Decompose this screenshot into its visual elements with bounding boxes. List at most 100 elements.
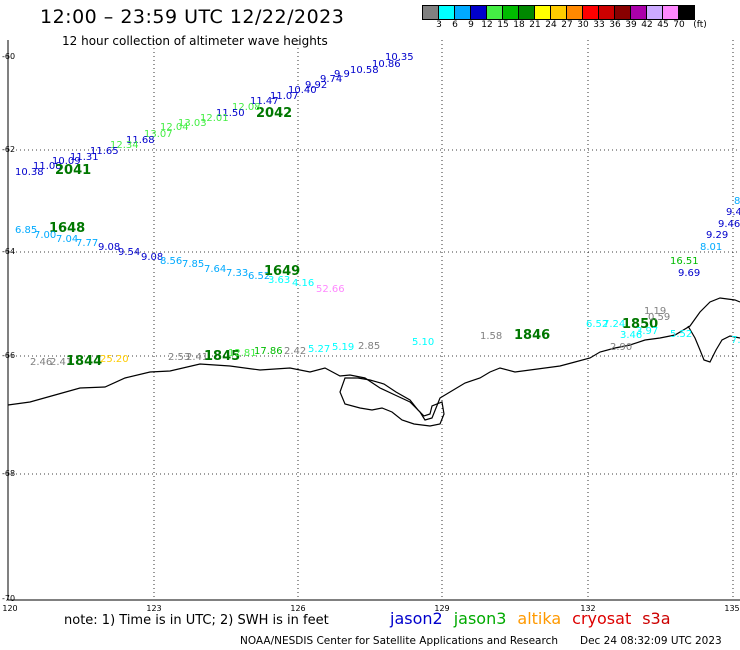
swh-value: 0.59 xyxy=(648,312,670,323)
colorbar-label: 21 xyxy=(529,20,541,30)
credit-line: NOAA/NESDIS Center for Satellite Applica… xyxy=(240,635,558,647)
swh-value: 12.08 xyxy=(232,102,261,113)
colorbar-unit: (ft) xyxy=(693,20,707,30)
swh-value: 7. xyxy=(731,335,740,346)
swh-value: 52.66 xyxy=(316,284,345,295)
plot-frame xyxy=(7,40,740,601)
swh-value: 12.01 xyxy=(200,113,229,124)
swh-value: 3.63 xyxy=(268,275,290,286)
swh-value: 10.40 xyxy=(288,85,317,96)
ice-shelf-outline xyxy=(339,377,445,427)
swh-value: 5.10 xyxy=(412,337,434,348)
legend-s3a: s3a xyxy=(642,609,671,628)
swh-value: 5.27 xyxy=(308,344,330,355)
time-label: 1845 xyxy=(204,349,240,364)
colorbar-label: 6 xyxy=(452,20,458,30)
time-label: 2041 xyxy=(55,163,91,178)
swh-value: 11.47 xyxy=(250,96,279,107)
swh-value: 9.92 xyxy=(305,80,327,91)
swh-value: 9.74 xyxy=(320,74,342,85)
swh-value: 7.64 xyxy=(204,264,226,275)
swh-value: 8.56 xyxy=(160,256,182,267)
colorbar-label: 15 xyxy=(497,20,509,30)
swh-value: 9.08 xyxy=(98,242,120,253)
map-title: 12:00 – 23:59 UTC 12/22/2023 xyxy=(40,6,345,28)
lat-label: -68 xyxy=(2,469,16,478)
swh-value: 12.81 xyxy=(228,348,257,359)
swh-value: 5.52 xyxy=(670,329,692,340)
swh-value: 4.16 xyxy=(292,278,314,289)
coast-inlet xyxy=(687,325,740,363)
swh-value: 3.46 xyxy=(620,330,642,341)
lon-label: 126 xyxy=(290,604,306,613)
swh-value: 6.85 xyxy=(15,225,37,236)
lon-label: 123 xyxy=(146,604,162,613)
time-label: 1850 xyxy=(622,317,658,332)
swh-value: 1.19 xyxy=(644,306,666,317)
swh-value: 12.04 xyxy=(160,122,189,133)
lon-label: 129 xyxy=(434,604,450,613)
generated-timestamp: Dec 24 08:32:09 UTC 2023 xyxy=(580,635,722,647)
colorbar-label: 12 xyxy=(481,20,493,30)
swh-value: 11.07 xyxy=(270,91,299,102)
lat-label: -70 xyxy=(2,594,16,603)
swh-value: 11.65 xyxy=(90,146,119,157)
swh-value: 7.00 xyxy=(34,230,56,241)
swh-value: 2.41 xyxy=(50,357,72,368)
swh-value: 1.58 xyxy=(480,331,502,342)
swh-value: 9.69 xyxy=(678,268,700,279)
swh-value: 9.9 xyxy=(334,69,350,80)
time-label: 1846 xyxy=(514,328,550,343)
colorbar-label: 36 xyxy=(609,20,621,30)
colorbar-swatch xyxy=(678,5,695,20)
legend-jason3: jason3 xyxy=(453,609,507,628)
lat-label: -66 xyxy=(2,351,16,360)
swh-value: 2.90 xyxy=(610,342,632,353)
swh-value: 6.52 xyxy=(248,271,270,282)
colorbar-label: 30 xyxy=(577,20,589,30)
colorbar xyxy=(422,5,695,20)
swh-value: 3.97 xyxy=(636,326,658,337)
swh-value: 9.4 xyxy=(726,207,740,218)
swh-value: 5.19 xyxy=(332,342,354,353)
time-label: 1648 xyxy=(49,221,85,236)
colorbar-label: 3 xyxy=(436,20,442,30)
swh-value: 2.85 xyxy=(358,341,380,352)
swh-value: 9.46 xyxy=(718,219,740,230)
swh-value: 2.53 xyxy=(168,352,190,363)
swh-value: 2.41 xyxy=(186,352,208,363)
lon-label: 135 xyxy=(724,604,740,613)
swh-value: 9.54 xyxy=(118,247,140,258)
colorbar-label: 18 xyxy=(513,20,525,30)
colorbar-label: 27 xyxy=(561,20,573,30)
swh-value: 2.46 xyxy=(30,357,52,368)
swh-value: 17.86 xyxy=(254,346,283,357)
swh-value: 11.50 xyxy=(216,108,245,119)
footer-note: note: 1) Time is in UTC; 2) SWH is in fe… xyxy=(64,613,329,628)
lon-label: 132 xyxy=(580,604,596,613)
swh-value: 2.42 xyxy=(284,346,306,357)
swh-value: 7.77 xyxy=(76,238,98,249)
swh-value: 10.35 xyxy=(385,52,414,63)
colorbar-label: 39 xyxy=(625,20,637,30)
lat-label: -62 xyxy=(2,145,16,154)
legend-cryosat: cryosat xyxy=(572,609,632,628)
swh-value: 8.01 xyxy=(700,242,722,253)
swh-value: 7.33 xyxy=(226,268,248,279)
time-label: 1649 xyxy=(264,264,300,279)
swh-value: 7.24 xyxy=(603,319,625,330)
swh-value: 8 xyxy=(734,196,740,207)
colorbar-label: 70 xyxy=(673,20,685,30)
time-label: 1844 xyxy=(66,354,102,369)
colorbar-label: 33 xyxy=(593,20,605,30)
swh-value: 10.09 xyxy=(52,156,81,167)
swh-value: 11.08 xyxy=(33,161,62,172)
map-subtitle: 12 hour collection of altimeter wave hei… xyxy=(62,34,328,48)
swh-labels: 10.3510.8610.589.99.749.9210.4011.0711.4… xyxy=(15,52,740,369)
swh-value: 13.07 xyxy=(144,129,173,140)
colorbar-label: 9 xyxy=(468,20,474,30)
legend-jason2: jason2 xyxy=(390,609,443,628)
colorbar-label: 42 xyxy=(641,20,653,30)
swh-value: 10.58 xyxy=(350,65,379,76)
colorbar-label: 45 xyxy=(657,20,669,30)
